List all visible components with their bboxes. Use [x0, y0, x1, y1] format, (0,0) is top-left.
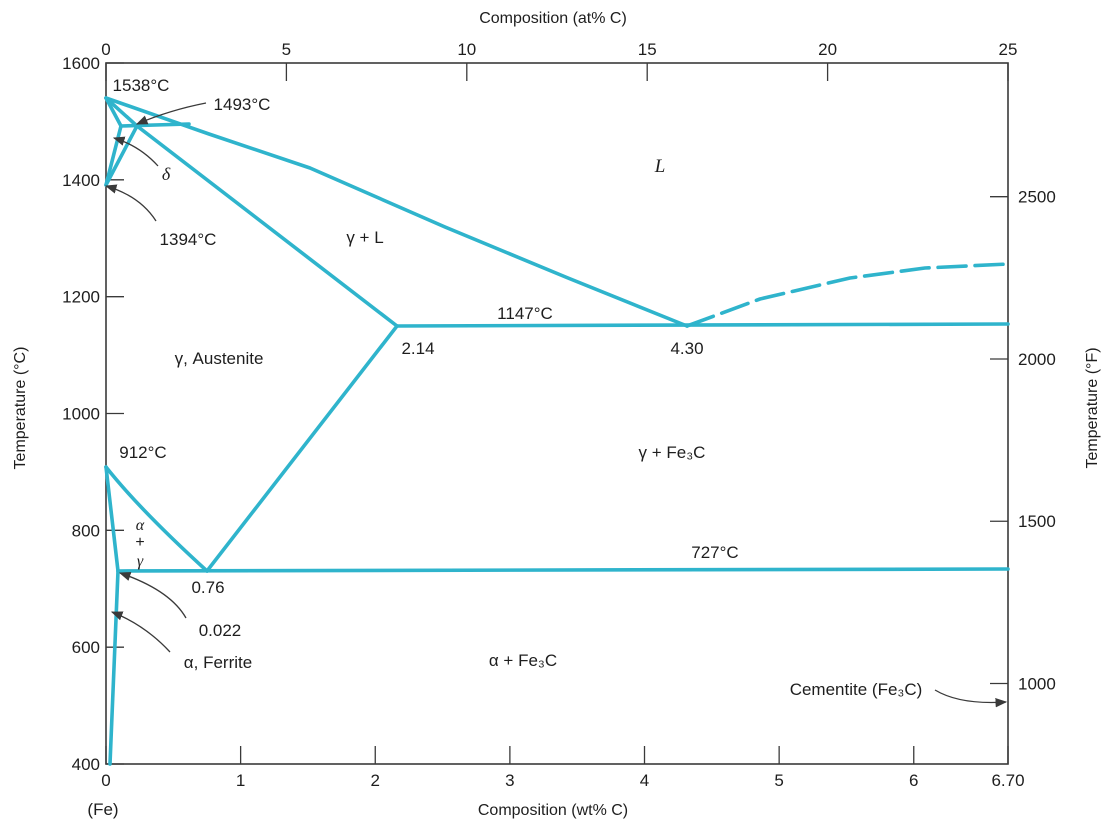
- top-axis-ticks: 0 5 10 15 20 25: [101, 40, 1017, 81]
- label-727c: 727°C: [691, 543, 738, 562]
- top-tick-label: 25: [999, 40, 1018, 59]
- label-430: 4.30: [670, 339, 703, 358]
- arrow-ferrite: [110, 611, 171, 653]
- delta-gamma-boundary: [104, 124, 139, 187]
- phase-boundaries: [104, 96, 1010, 766]
- liquidus-delta: [104, 96, 139, 128]
- label-1493c: 1493°C: [214, 95, 271, 114]
- label-ag-plus: +: [135, 534, 144, 551]
- bottom-tick-label: 2: [371, 771, 380, 790]
- eutectic-line: [395, 322, 1010, 328]
- arrow-0022: [118, 571, 187, 619]
- right-tick-label: 1000: [1018, 675, 1056, 694]
- bottom-tick-label: 1: [236, 771, 245, 790]
- right-axis-ticks: 1000 1500 2000 2500: [990, 188, 1056, 694]
- label-delta: δ: [162, 164, 171, 184]
- right-tick-label: 2500: [1018, 188, 1056, 207]
- left-tick-label: 800: [72, 521, 100, 540]
- bottom-tick-label: 0: [101, 771, 110, 790]
- a3-line: [104, 465, 209, 573]
- label-austenite: γ, Austenite: [175, 349, 264, 368]
- label-gamma-liquid: γ + L: [346, 228, 383, 247]
- peritectic-line: [119, 122, 191, 128]
- left-tick-label: 600: [72, 638, 100, 657]
- bottom-axis-title: Composition (wt% C): [478, 802, 628, 819]
- eutectoid-line: [116, 567, 1010, 573]
- label-ag-alpha: α: [136, 517, 145, 534]
- arrow-1394: [104, 184, 157, 222]
- ferrite-solvus: [108, 569, 120, 766]
- top-tick-label: 0: [101, 40, 110, 59]
- leader-arrows: [104, 102, 1008, 708]
- bottom-tick-label: 6.70: [991, 771, 1024, 790]
- top-tick-label: 5: [282, 40, 291, 59]
- label-ferrite: α, Ferrite: [184, 653, 252, 672]
- label-214: 2.14: [401, 339, 434, 358]
- label-gamma-cementite: γ + Fe₃C: [639, 443, 706, 462]
- right-tick-label: 2000: [1018, 350, 1056, 369]
- label-cementite: Cementite (Fe₃C): [790, 680, 923, 699]
- left-axis-title: Temperature (°C): [12, 347, 29, 470]
- label-1147c: 1147°C: [497, 304, 553, 323]
- alpha-gamma-boundary: [104, 465, 120, 573]
- label-1394c: 1394°C: [160, 230, 217, 249]
- arrow-cementite: [934, 689, 1008, 708]
- bottom-tick-label: 3: [505, 771, 514, 790]
- top-tick-label: 15: [638, 40, 657, 59]
- label-liquid: L: [654, 156, 666, 177]
- label-alpha-cementite: α + Fe₃C: [489, 651, 557, 670]
- top-axis-title: Composition (at% C): [479, 10, 627, 27]
- liquidus-hypereutectic: [685, 262, 1010, 328]
- left-tick-label: 1200: [62, 288, 100, 307]
- delta-solvus: [104, 124, 123, 187]
- left-tick-label: 1000: [62, 405, 100, 424]
- acm-line: [205, 324, 399, 573]
- top-tick-label: 10: [457, 40, 476, 59]
- label-0022: 0.022: [199, 621, 242, 640]
- arrow-1493: [135, 102, 207, 125]
- bottom-tick-label: 6: [909, 771, 918, 790]
- label-076: 0.76: [191, 578, 224, 597]
- left-tick-label: 1600: [62, 54, 100, 73]
- label-1538c: 1538°C: [113, 76, 170, 95]
- left-tick-label: 400: [72, 755, 100, 774]
- arrow-delta: [112, 136, 159, 167]
- right-axis-title: Temperature (°F): [1084, 347, 1101, 468]
- bottom-tick-label: 5: [774, 771, 783, 790]
- liquidus-hypoeutectic: [104, 96, 689, 328]
- bottom-tick-label: 4: [640, 771, 649, 790]
- right-tick-label: 1500: [1018, 512, 1056, 531]
- bottom-axis-ticks: 0 1 2 3 4 5 6 6.70: [101, 746, 1025, 790]
- top-tick-label: 20: [818, 40, 837, 59]
- label-ag-gamma: γ: [137, 553, 144, 570]
- delta-solidus: [104, 96, 123, 128]
- fe-label: (Fe): [87, 800, 118, 819]
- left-tick-label: 1400: [62, 171, 100, 190]
- label-912c: 912°C: [119, 443, 166, 462]
- left-axis-ticks: 400 600 800 1000 1200 1400 1600: [62, 54, 124, 774]
- gamma-solidus: [135, 124, 399, 328]
